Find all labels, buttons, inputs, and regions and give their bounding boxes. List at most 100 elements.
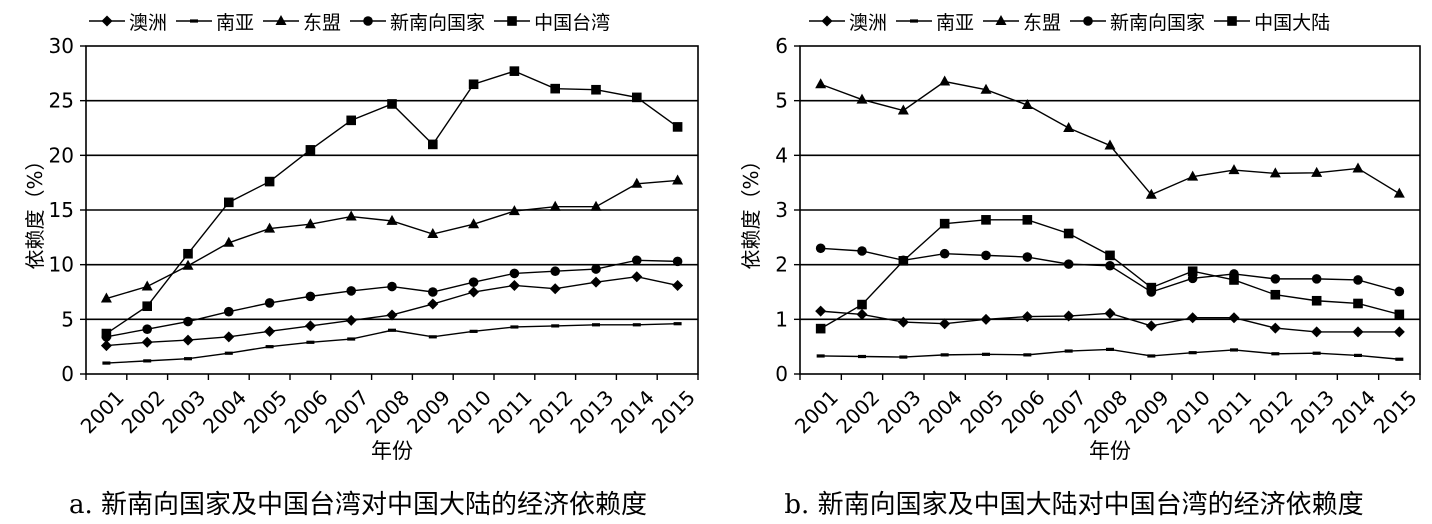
chart-a: 0 5 10 15 20 25 30 2001200220032004200520062007… <box>23 34 700 463</box>
x-tick-label-a-1: 2002 <box>117 385 170 438</box>
data-point-a-0-2 <box>182 334 194 346</box>
data-point-b-0-7 <box>1104 307 1116 319</box>
legend-swatch-b-1 <box>896 19 933 23</box>
data-point-a-0-5 <box>304 320 316 332</box>
data-point-a-2-6 <box>345 210 357 221</box>
legend-swatch-a-0 <box>89 15 125 27</box>
data-point-b-4-5 <box>1022 215 1033 225</box>
data-point-a-2-7 <box>386 214 398 225</box>
y-axis-label-b: 依赖度（%） <box>739 150 763 269</box>
data-point-a-4-11 <box>550 83 560 94</box>
legend-label-b-3: 新南向国家 <box>1110 11 1206 34</box>
data-point-a-3-7 <box>387 281 397 292</box>
data-point-a-0-1 <box>141 336 153 348</box>
data-point-b-3-11 <box>1270 274 1281 284</box>
series-b-4 <box>815 215 1405 334</box>
data-point-a-1-8 <box>428 335 437 339</box>
x-tick-label-a-2: 2003 <box>157 385 210 438</box>
data-point-b-2-13 <box>1352 162 1364 173</box>
chart-panel-b: 0 1 2 3 4 5 6 2001 2002 2003 2004 2005 2006 2007 2008 2… <box>716 0 1432 524</box>
series-a-0 <box>100 271 684 352</box>
data-point-a-3-2 <box>183 316 193 327</box>
data-point-b-0-1 <box>856 308 868 320</box>
data-point-a-2-12 <box>590 200 602 211</box>
data-point-b-0-4 <box>980 313 992 325</box>
chart-b: 0123456200120022003200420052006200720082… <box>739 34 1422 463</box>
data-point-a-2-8 <box>427 228 439 239</box>
x-tick-label-b-9: 2010 <box>1162 385 1215 438</box>
legend-a: 澳洲 南亚 东盟 新南向国家 中国台湾 <box>88 6 618 36</box>
x-tick-label-b-10: 2011 <box>1203 385 1256 438</box>
data-point-a-4-8 <box>428 139 438 150</box>
data-point-b-2-7 <box>1104 139 1116 150</box>
data-point-a-0-10 <box>508 279 520 291</box>
data-point-b-4-2 <box>898 256 909 266</box>
data-point-b-0-3 <box>939 318 951 330</box>
data-point-a-4-7 <box>387 99 397 109</box>
data-point-a-1-12 <box>592 323 600 327</box>
data-point-b-1-14 <box>1395 357 1404 361</box>
y-tick-label-a-2: 10 <box>49 253 74 277</box>
data-point-a-1-11 <box>551 324 560 328</box>
data-point-a-0-12 <box>590 276 602 288</box>
legend-marker-a-4 <box>507 16 517 26</box>
data-point-b-2-11 <box>1269 167 1281 178</box>
data-point-a-1-0 <box>102 361 111 365</box>
legend-label-b-4: 中国大陆 <box>1254 11 1331 34</box>
data-point-b-4-12 <box>1311 295 1322 306</box>
data-point-b-0-10 <box>1228 312 1240 324</box>
y-tick-label-a-4: 20 <box>49 143 74 167</box>
series-b-0 <box>815 305 1405 338</box>
data-point-b-2-2 <box>897 104 909 115</box>
legend-item-a-3: 新南向国家 <box>349 8 485 35</box>
y-axis-label-a: 依赖度（%） <box>23 150 47 269</box>
data-point-a-3-14 <box>672 256 683 267</box>
data-point-b-0-14 <box>1393 326 1405 338</box>
data-point-b-0-9 <box>1187 312 1199 324</box>
legend-label-b-0: 澳洲 <box>849 11 888 34</box>
legend-swatch-b-3 <box>1070 16 1107 26</box>
legend-label-a-0: 澳洲 <box>129 11 168 34</box>
x-tick-label-a-5: 2006 <box>280 385 333 438</box>
x-tick-label-b-14: 2015 <box>1369 385 1422 438</box>
data-point-b-0-12 <box>1311 326 1323 338</box>
data-point-b-0-6 <box>1063 310 1075 322</box>
chart-caption-b: b. 新南向国家及中国大陆对中国台湾的经济依赖度 <box>784 490 1364 520</box>
chart-panel-a: 0 5 10 15 20 25 30 2001 2002 2003 2004 2005 2006 2007… <box>23 6 700 521</box>
data-point-a-0-4 <box>264 325 276 337</box>
series-line-a-4 <box>106 70 679 335</box>
x-tick-label-b-0: 2001 <box>790 385 843 438</box>
x-tick-label-b-11: 2012 <box>1245 385 1298 438</box>
y-tick-label-a-5: 25 <box>49 89 74 113</box>
data-point-a-4-3 <box>224 197 234 208</box>
data-point-b-3-7 <box>1105 260 1115 271</box>
series-a-2 <box>100 174 684 303</box>
legend-item-b-0: 澳洲 <box>808 8 887 35</box>
data-point-b-3-3 <box>939 248 950 259</box>
legend-marker-a-0 <box>101 15 113 27</box>
data-point-a-0-0 <box>100 340 112 352</box>
data-point-a-3-10 <box>509 268 520 279</box>
data-point-b-1-0 <box>816 354 825 358</box>
data-point-b-2-3 <box>939 75 951 86</box>
x-tick-label-b-6: 2007 <box>1038 385 1091 438</box>
x-axis-label-a: 年份 <box>371 439 413 463</box>
data-point-b-0-0 <box>815 305 827 317</box>
x-tick-label-b-2: 2003 <box>873 385 926 438</box>
x-tick-label-b-1: 2002 <box>831 385 884 438</box>
y-tick-label-b-5: 5 <box>775 89 788 113</box>
legend-marker-b-4 <box>1227 16 1237 26</box>
data-point-b-3-1 <box>857 246 867 256</box>
x-axis-label-b: 年份 <box>1089 439 1131 463</box>
data-point-a-2-11 <box>549 200 561 211</box>
series-b-1 <box>816 347 1404 361</box>
data-point-a-2-9 <box>468 218 480 229</box>
x-tick-label-a-0: 2001 <box>76 385 129 438</box>
legend-marker-a-3 <box>363 16 373 26</box>
legend-swatch-a-3 <box>350 16 387 26</box>
data-point-b-1-12 <box>1312 351 1321 355</box>
data-point-a-2-5 <box>304 218 316 229</box>
data-point-a-1-6 <box>347 337 356 341</box>
data-point-a-4-6 <box>346 115 356 126</box>
data-point-b-1-7 <box>1106 347 1114 351</box>
